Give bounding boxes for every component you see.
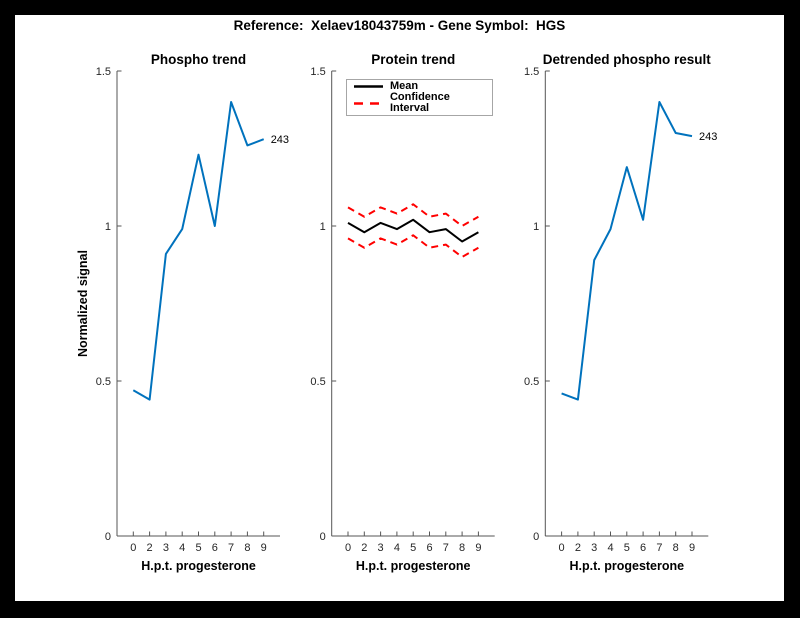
x-tick-label: 3 <box>163 542 169 554</box>
x-tick-label: 8 <box>244 542 250 554</box>
y-axis-title: Normalized signal <box>76 250 90 357</box>
x-tick-label: 4 <box>179 542 185 554</box>
x-axis-title: H.p.t. progesterone <box>141 559 256 573</box>
legend-label-confidence-interval: Confidence Interval <box>389 91 450 115</box>
detrended-243-line <box>561 101 693 401</box>
ci-lower-line <box>347 234 479 258</box>
phospho-243-line <box>132 101 265 401</box>
y-tick-label: 1 <box>105 221 111 233</box>
x-tick-label: 7 <box>228 542 234 554</box>
x-tick-label: 5 <box>624 542 630 554</box>
ci-line-swatch <box>354 102 383 105</box>
x-tick-label: 0 <box>559 542 565 554</box>
x-tick-label: 4 <box>607 542 613 554</box>
plot-title: Detrended phospho result <box>543 52 712 67</box>
x-tick-label: 8 <box>459 542 465 554</box>
y-tick-label: 1 <box>533 221 539 233</box>
x-tick-label: 5 <box>195 542 201 554</box>
plot-title: Protein trend <box>371 52 455 67</box>
x-tick-label: 6 <box>640 542 646 554</box>
x-tick-label: 7 <box>656 542 662 554</box>
x-tick-label: 6 <box>426 542 432 554</box>
x-axis-title: H.p.t. progesterone <box>356 559 471 573</box>
x-tick-label: 7 <box>443 542 449 554</box>
x-tick-label: 2 <box>147 542 153 554</box>
y-tick-label: 0 <box>105 531 111 543</box>
x-tick-label: 9 <box>475 542 481 554</box>
x-tick-label: 8 <box>673 542 679 554</box>
x-tick-label: 6 <box>212 542 218 554</box>
legend-box: Mean Confidence Interval <box>346 79 493 116</box>
legend-item-mean: Mean <box>354 79 492 92</box>
x-tick-label: 9 <box>261 542 267 554</box>
y-tick-label: 0.5 <box>310 376 325 388</box>
x-tick-label: 2 <box>361 542 367 554</box>
mean-line <box>347 218 479 243</box>
y-tick-label: 1.5 <box>524 66 539 78</box>
legend-item-confidence-interval: Confidence Interval <box>354 92 492 114</box>
y-tick-label: 1.5 <box>310 66 325 78</box>
y-tick-label: 0.5 <box>96 376 111 388</box>
x-tick-label: 9 <box>689 542 695 554</box>
legend-label-mean: Mean <box>390 79 419 92</box>
series-end-label: 243 <box>699 131 717 143</box>
x-tick-label: 5 <box>410 542 416 554</box>
x-tick-label: 2 <box>575 542 581 554</box>
y-tick-label: 1.5 <box>96 66 111 78</box>
figure-title: Reference: Xelaev18043759m - Gene Symbol… <box>233 18 566 33</box>
y-tick-label: 0.5 <box>524 376 539 388</box>
plot-title: Phospho trend <box>151 52 246 67</box>
x-tick-label: 0 <box>130 542 136 554</box>
mean-line-swatch <box>354 84 383 88</box>
y-tick-label: 0 <box>533 531 539 543</box>
series-end-label: 243 <box>271 134 289 146</box>
x-tick-label: 0 <box>345 542 351 554</box>
x-tick-label: 3 <box>591 542 597 554</box>
x-tick-label: 3 <box>378 542 384 554</box>
y-tick-label: 1 <box>320 221 326 233</box>
x-tick-label: 4 <box>394 542 400 554</box>
ci-upper-line <box>347 203 479 227</box>
x-axis-title: H.p.t. progesterone <box>570 559 685 573</box>
y-tick-label: 0 <box>320 531 326 543</box>
